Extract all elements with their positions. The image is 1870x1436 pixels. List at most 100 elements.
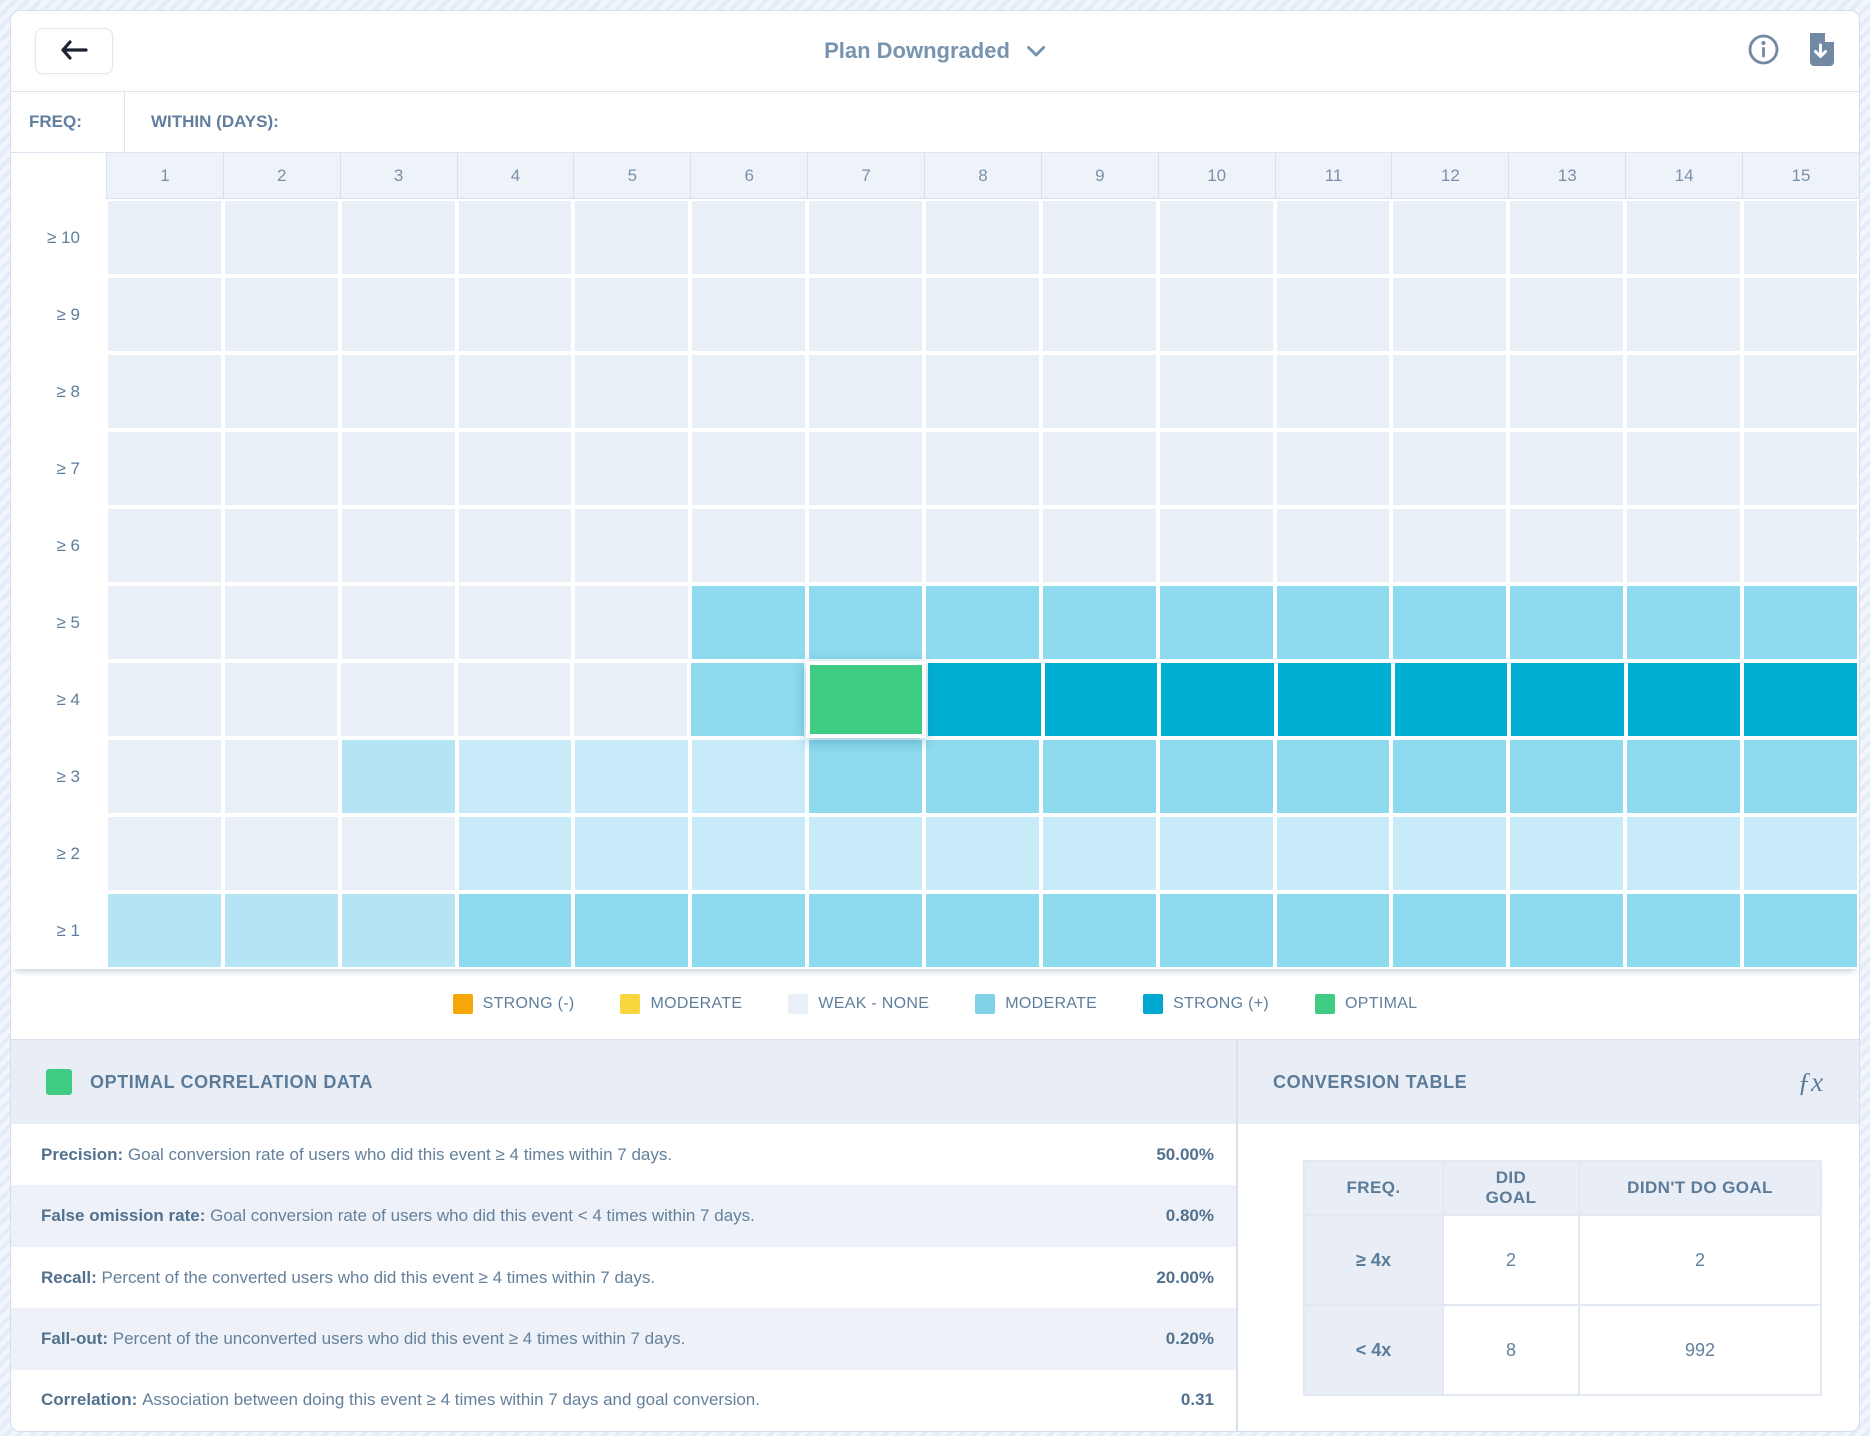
heatmap-cell[interactable] (339, 199, 457, 276)
heatmap-cell[interactable] (222, 815, 340, 892)
heatmap-cell[interactable] (690, 738, 808, 815)
heatmap-cell[interactable] (1274, 430, 1392, 507)
heatmap-cell[interactable] (1040, 353, 1158, 430)
heatmap-cell[interactable] (807, 507, 925, 584)
heatmap-cell[interactable] (456, 199, 574, 276)
heatmap-cell[interactable] (690, 199, 808, 276)
heatmap-cell[interactable] (1040, 507, 1158, 584)
heatmap-cell[interactable] (1275, 661, 1393, 738)
formula-fx-icon[interactable]: ƒx (1792, 1066, 1829, 1099)
heatmap-cell[interactable] (106, 892, 223, 969)
heatmap-cell[interactable] (339, 353, 457, 430)
heatmap-cell[interactable] (1508, 892, 1626, 969)
heatmap-cell[interactable] (106, 507, 223, 584)
heatmap-cell[interactable] (339, 892, 457, 969)
heatmap-cell[interactable] (807, 738, 925, 815)
heatmap-cell[interactable] (1274, 892, 1392, 969)
heatmap-cell[interactable] (688, 661, 806, 738)
heatmap-cell[interactable] (1391, 276, 1509, 353)
heatmap-cell[interactable] (456, 276, 574, 353)
heatmap-cell[interactable] (222, 430, 340, 507)
heatmap-cell[interactable] (1742, 584, 1859, 661)
back-button[interactable] (35, 28, 113, 74)
heatmap-cell[interactable] (1625, 507, 1743, 584)
heatmap-cell[interactable] (807, 199, 925, 276)
heatmap-cell[interactable] (106, 815, 223, 892)
heatmap-cell[interactable] (1742, 430, 1859, 507)
heatmap-cell[interactable] (690, 507, 808, 584)
heatmap-cell[interactable] (106, 738, 223, 815)
heatmap-cell-optimal[interactable] (805, 661, 927, 738)
heatmap-cell[interactable] (924, 815, 1041, 892)
heatmap-cell[interactable] (1391, 584, 1509, 661)
heatmap-cell[interactable] (926, 661, 1043, 738)
heatmap-cell[interactable] (1742, 276, 1859, 353)
heatmap-cell[interactable] (1625, 353, 1743, 430)
heatmap-cell[interactable] (456, 738, 574, 815)
heatmap-cell[interactable] (1391, 815, 1509, 892)
heatmap-cell[interactable] (106, 661, 223, 738)
heatmap-cell[interactable] (1508, 353, 1626, 430)
heatmap-cell[interactable] (1508, 276, 1626, 353)
heatmap-cell[interactable] (222, 276, 340, 353)
heatmap-cell[interactable] (1040, 892, 1158, 969)
heatmap-cell[interactable] (1625, 199, 1743, 276)
heatmap-cell[interactable] (1508, 199, 1626, 276)
heatmap-cell[interactable] (1157, 507, 1275, 584)
heatmap-cell[interactable] (573, 276, 691, 353)
heatmap-cell[interactable] (1040, 430, 1158, 507)
heatmap-cell[interactable] (807, 353, 925, 430)
heatmap-cell[interactable] (1391, 892, 1509, 969)
heatmap-cell[interactable] (456, 430, 574, 507)
heatmap-cell[interactable] (690, 815, 808, 892)
heatmap-cell[interactable] (1040, 199, 1158, 276)
heatmap-cell[interactable] (106, 353, 223, 430)
heatmap-cell[interactable] (1157, 815, 1275, 892)
heatmap-cell[interactable] (1157, 430, 1275, 507)
heatmap-cell[interactable] (1157, 353, 1275, 430)
heatmap-cell[interactable] (339, 584, 457, 661)
heatmap-cell[interactable] (106, 199, 223, 276)
heatmap-cell[interactable] (690, 892, 808, 969)
heatmap-cell[interactable] (1391, 738, 1509, 815)
heatmap-cell[interactable] (1274, 738, 1392, 815)
heatmap-cell[interactable] (1157, 584, 1275, 661)
heatmap-cell[interactable] (807, 815, 925, 892)
heatmap-cell[interactable] (1274, 353, 1392, 430)
heatmap-cell[interactable] (924, 430, 1041, 507)
heatmap-cell[interactable] (1508, 738, 1626, 815)
heatmap-cell[interactable] (573, 738, 691, 815)
heatmap-cell[interactable] (1040, 815, 1158, 892)
heatmap-cell[interactable] (807, 892, 925, 969)
heatmap-cell[interactable] (924, 353, 1041, 430)
heatmap-cell[interactable] (1274, 199, 1392, 276)
heatmap-cell[interactable] (1157, 276, 1275, 353)
heatmap-cell[interactable] (339, 276, 457, 353)
heatmap-cell[interactable] (106, 584, 223, 661)
heatmap-cell[interactable] (807, 430, 925, 507)
heatmap-cell[interactable] (1742, 738, 1859, 815)
heatmap-cell[interactable] (339, 815, 457, 892)
heatmap-cell[interactable] (1391, 507, 1509, 584)
heatmap-cell[interactable] (924, 507, 1041, 584)
heatmap-cell[interactable] (924, 276, 1041, 353)
heatmap-cell[interactable] (456, 507, 574, 584)
heatmap-cell[interactable] (222, 507, 340, 584)
heatmap-cell[interactable] (222, 892, 340, 969)
heatmap-cell[interactable] (456, 584, 574, 661)
heatmap-cell[interactable] (1508, 430, 1626, 507)
heatmap-cell[interactable] (1508, 507, 1626, 584)
heatmap-cell[interactable] (690, 353, 808, 430)
heatmap-cell[interactable] (1625, 738, 1743, 815)
heatmap-cell[interactable] (1159, 661, 1276, 738)
heatmap-cell[interactable] (222, 584, 340, 661)
heatmap-cell[interactable] (690, 584, 808, 661)
heatmap-cell[interactable] (1391, 353, 1509, 430)
heatmap-cell[interactable] (924, 738, 1041, 815)
event-selector-dropdown[interactable]: Plan Downgraded (824, 38, 1046, 64)
heatmap-cell[interactable] (573, 507, 691, 584)
heatmap-cell[interactable] (1625, 661, 1743, 738)
heatmap-cell[interactable] (1742, 815, 1859, 892)
heatmap-cell[interactable] (1274, 815, 1392, 892)
heatmap-cell[interactable] (456, 815, 574, 892)
